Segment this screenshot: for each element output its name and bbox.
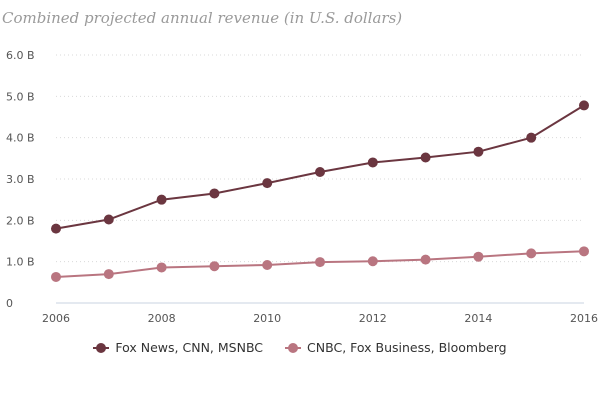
data-point-series-1[interactable] (473, 146, 484, 157)
y-tick-label: 1.0 B (6, 256, 35, 269)
data-point-series-2[interactable] (367, 256, 378, 267)
y-tick-label: 5.0 B (6, 90, 35, 103)
x-tick-label: 2012 (359, 312, 387, 325)
x-tick-label: 2008 (148, 312, 176, 325)
data-point-series-1[interactable] (51, 223, 61, 234)
data-point-series-2[interactable] (103, 269, 114, 280)
data-point-series-1[interactable] (315, 166, 325, 177)
data-point-series-2[interactable] (526, 248, 537, 259)
y-tick-label: 3.0 B (6, 173, 35, 186)
data-point-series-2[interactable] (262, 259, 273, 270)
data-point-series-2[interactable] (420, 254, 431, 265)
data-point-series-1[interactable] (420, 152, 431, 163)
y-tick-label: 6.0 B (6, 49, 35, 62)
x-tick-label: 2014 (464, 312, 492, 325)
legend-label-series-2: CNBC, Fox Business, Bloomberg (307, 340, 507, 355)
legend-label-series-1: Fox News, CNN, MSNBC (115, 340, 264, 355)
data-point-series-1[interactable] (367, 157, 378, 168)
legend-item-series-2[interactable]: CNBC, Fox Business, Bloomberg (285, 340, 507, 355)
data-point-series-2[interactable] (51, 271, 61, 282)
data-point-series-2[interactable] (473, 251, 484, 262)
y-tick-label: 2.0 B (6, 214, 35, 227)
legend-item-series-1[interactable]: Fox News, CNN, MSNBC (93, 340, 263, 355)
x-tick-label: 2006 (42, 312, 70, 325)
data-point-series-1[interactable] (103, 214, 114, 225)
data-point-series-2[interactable] (156, 262, 167, 273)
data-point-series-1[interactable] (156, 194, 167, 205)
legend-marker-series-1 (93, 342, 110, 354)
x-tick-label: 2016 (570, 312, 598, 325)
data-point-series-2[interactable] (315, 257, 325, 268)
legend: Fox News, CNN, MSNBC CNBC, Fox Business,… (0, 340, 600, 355)
y-tick-label: 0 (6, 297, 13, 310)
data-point-series-2[interactable] (209, 261, 220, 272)
data-point-series-1[interactable] (209, 188, 220, 199)
legend-marker-series-2 (285, 342, 302, 354)
data-point-series-1[interactable] (526, 132, 537, 143)
y-tick-label: 4.0 B (6, 132, 35, 145)
chart-title: Combined projected annual revenue (in U.… (2, 9, 403, 27)
data-point-series-1[interactable] (262, 178, 273, 189)
data-point-series-2[interactable] (579, 246, 589, 257)
x-tick-label: 2010 (253, 312, 281, 325)
data-point-series-1[interactable] (579, 100, 589, 111)
